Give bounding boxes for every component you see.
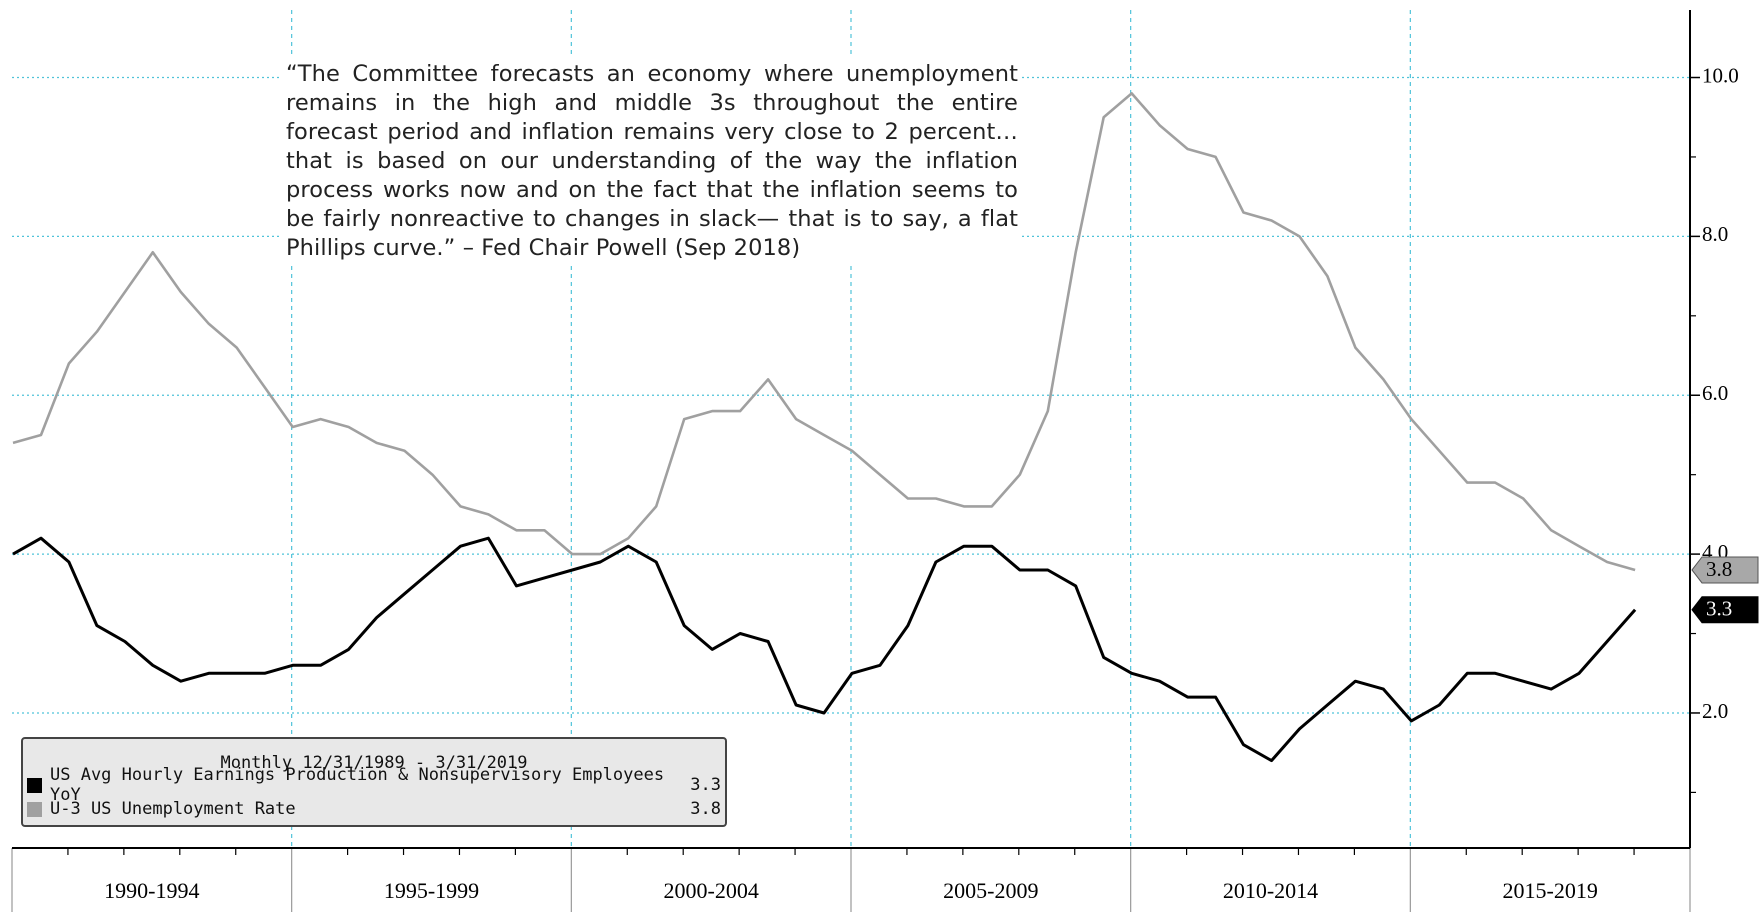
legend-value: 3.3 <box>690 775 721 795</box>
legend-label: U-3 US Unemployment Rate <box>50 799 296 819</box>
series-line <box>12 92 1636 572</box>
tag-shape <box>1691 596 1759 624</box>
legend-period: Monthly 12/31/1989 - 3/31/2019 <box>220 753 528 773</box>
legend-swatch <box>27 801 42 817</box>
x-tick-label: 2015-2019 <box>1503 878 1598 903</box>
legend-value: 3.8 <box>690 799 721 819</box>
series-line <box>12 536 1637 763</box>
legend-row: U-3 US Unemployment Rate 3.8 <box>27 797 721 821</box>
x-tick-label: 1990-1994 <box>104 878 199 903</box>
y-tick-label: 10.0 <box>1702 63 1739 87</box>
legend-swatch <box>27 777 42 793</box>
x-tick-label: 2000-2004 <box>664 878 759 903</box>
x-tick-label: 2010-2014 <box>1223 878 1318 903</box>
last-value-tag: 3.3 <box>1691 596 1759 624</box>
quote: “The Committee forecasts an economy wher… <box>282 58 1022 265</box>
y-tick-label: 6.0 <box>1702 381 1728 405</box>
x-tick-label: 1995-1999 <box>384 878 479 903</box>
last-value-tag: 3.8 <box>1691 556 1759 584</box>
y-tick-label: 8.0 <box>1702 222 1728 246</box>
tag-shape <box>1691 556 1759 584</box>
legend: Monthly 12/31/1989 - 3/31/2019 US Avg Ho… <box>21 737 727 827</box>
tag-label: 3.3 <box>1706 597 1732 621</box>
tag-label: 3.8 <box>1706 557 1732 581</box>
y-tick-label: 2.0 <box>1702 699 1728 723</box>
x-tick-label: 2005-2009 <box>943 878 1038 903</box>
legend-row: US Avg Hourly Earnings Production & Nons… <box>27 765 721 805</box>
legend-label: US Avg Hourly Earnings Production & Nons… <box>50 765 665 805</box>
